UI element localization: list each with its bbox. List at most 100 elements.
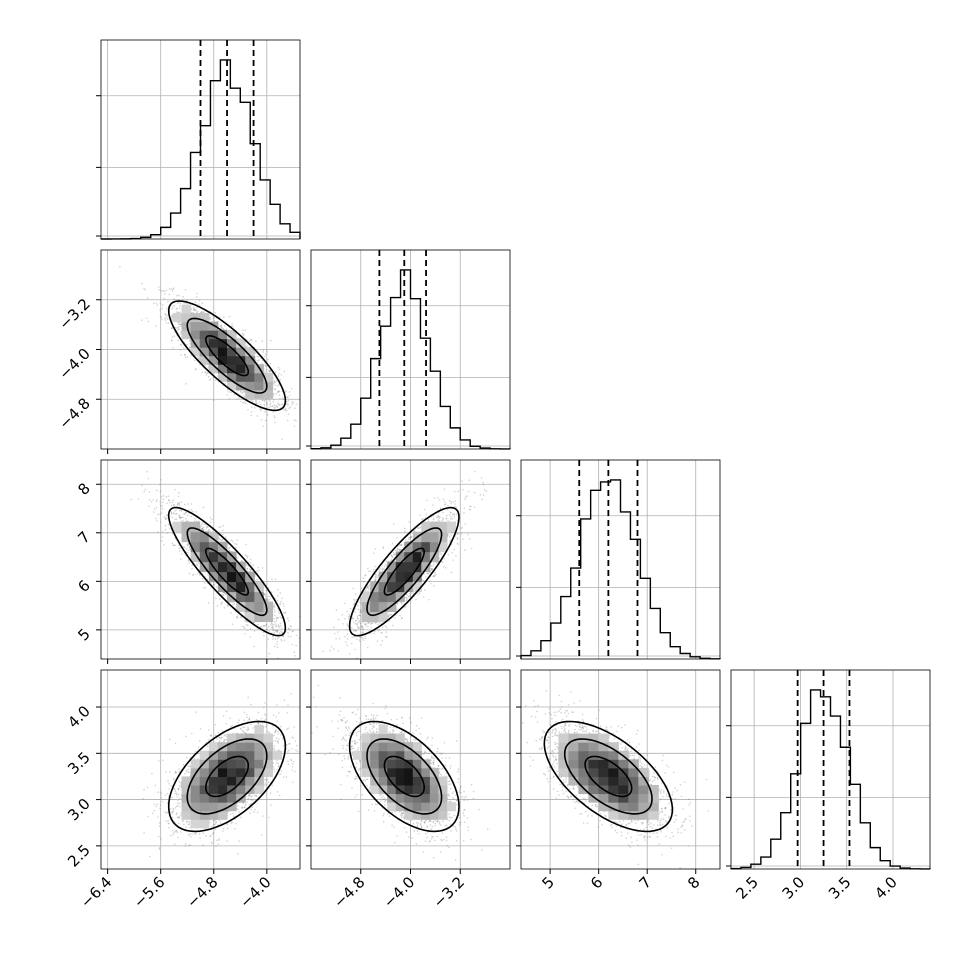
- scatter-point: [161, 505, 164, 507]
- scatter-point: [260, 625, 263, 628]
- scatter-point: [241, 392, 244, 394]
- scatter-point: [174, 518, 176, 520]
- scatter-point: [264, 365, 267, 367]
- scatter-point: [236, 615, 239, 618]
- scatter-point: [261, 567, 264, 569]
- scatter-point: [207, 375, 210, 378]
- scatter-point: [230, 612, 232, 614]
- density-cell: [190, 347, 201, 357]
- scatter-point: [273, 381, 276, 384]
- scatter-point: [161, 304, 164, 306]
- density-cell: [245, 355, 255, 365]
- scatter-point: [291, 643, 293, 646]
- scatter-point: [282, 408, 285, 411]
- scatter-point: [268, 406, 270, 409]
- scatter-point: [290, 625, 292, 628]
- scatter-point: [194, 367, 197, 370]
- scatter-point: [247, 629, 249, 631]
- scatter-point: [276, 618, 278, 620]
- density-cell: [236, 338, 246, 348]
- scatter-point: [173, 298, 175, 300]
- scatter-point: [193, 309, 195, 311]
- scatter-point: [179, 304, 181, 307]
- scatter-point: [275, 392, 278, 395]
- scatter-point: [157, 286, 160, 288]
- scatter-point: [271, 578, 273, 581]
- scatter-point: [274, 629, 277, 632]
- scatter-point: [198, 358, 200, 360]
- scatter-point: [198, 303, 200, 305]
- scatter-point: [244, 329, 247, 331]
- density-cell: [227, 381, 237, 391]
- scatter-point: [266, 597, 268, 599]
- scatter-point: [222, 529, 224, 532]
- scatter-point: [266, 599, 269, 601]
- scatter-point: [276, 595, 279, 597]
- scatter-panel: [96, 249, 301, 454]
- scatter-point: [178, 515, 181, 517]
- scatter-point: [278, 612, 280, 615]
- scatter-point: [248, 568, 251, 570]
- scatter-point: [177, 311, 180, 314]
- scatter-point: [153, 508, 156, 510]
- scatter-point: [168, 501, 171, 504]
- scatter-point: [202, 529, 205, 531]
- scatter-point: [212, 376, 214, 379]
- scatter-point: [201, 371, 203, 374]
- scatter-point: [180, 509, 183, 512]
- scatter-point: [271, 622, 273, 625]
- scatter-point: [267, 638, 270, 641]
- scatter-point: [284, 408, 287, 411]
- scatter-point: [171, 327, 174, 329]
- scatter-point: [265, 368, 268, 371]
- scatter-point: [164, 518, 167, 520]
- scatter-point: [269, 405, 272, 408]
- scatter-point: [284, 611, 287, 613]
- scatter-point: [186, 514, 189, 517]
- scatter-point: [281, 397, 284, 399]
- scatter-point: [178, 322, 180, 325]
- scatter-point: [190, 308, 193, 311]
- scatter-point: [258, 401, 261, 404]
- scatter-point: [259, 408, 262, 411]
- scatter-point: [207, 366, 210, 369]
- scatter-point: [159, 483, 161, 486]
- scatter-point: [246, 567, 249, 570]
- scatter-point: [176, 307, 178, 310]
- scatter-point: [287, 396, 289, 399]
- scatter-point: [202, 506, 205, 509]
- scatter-point: [130, 498, 133, 501]
- scatter-point: [171, 501, 173, 504]
- scatter-point: [173, 504, 176, 506]
- histogram-step-line: [520, 479, 721, 660]
- scatter-point: [284, 407, 287, 409]
- scatter-point: [179, 354, 182, 356]
- scatter-point: [174, 488, 176, 491]
- scatter-point: [261, 399, 264, 402]
- scatter-point: [279, 592, 282, 594]
- scatter-point: [237, 556, 239, 559]
- scatter-point: [215, 585, 218, 588]
- scatter-point: [164, 528, 167, 531]
- scatter-point: [201, 527, 204, 530]
- scatter-point: [218, 526, 220, 528]
- scatter-point: [265, 402, 268, 405]
- scatter-point: [188, 546, 191, 548]
- scatter-point: [212, 584, 215, 586]
- scatter-point: [203, 587, 205, 589]
- scatter-point: [240, 615, 242, 618]
- scatter-point: [242, 334, 245, 336]
- scatter-point: [273, 415, 276, 417]
- scatter-point: [271, 635, 274, 638]
- scatter-point: [241, 332, 244, 335]
- scatter-point: [288, 407, 291, 410]
- scatter-point: [195, 511, 197, 513]
- scatter-point: [191, 564, 194, 566]
- scatter-point: [241, 560, 243, 562]
- scatter-point: [256, 402, 258, 405]
- scatter-point: [275, 630, 278, 633]
- scatter-point: [244, 402, 247, 405]
- scatter-point: [192, 306, 195, 309]
- scatter-point: [165, 514, 168, 517]
- scatter-point: [268, 399, 270, 401]
